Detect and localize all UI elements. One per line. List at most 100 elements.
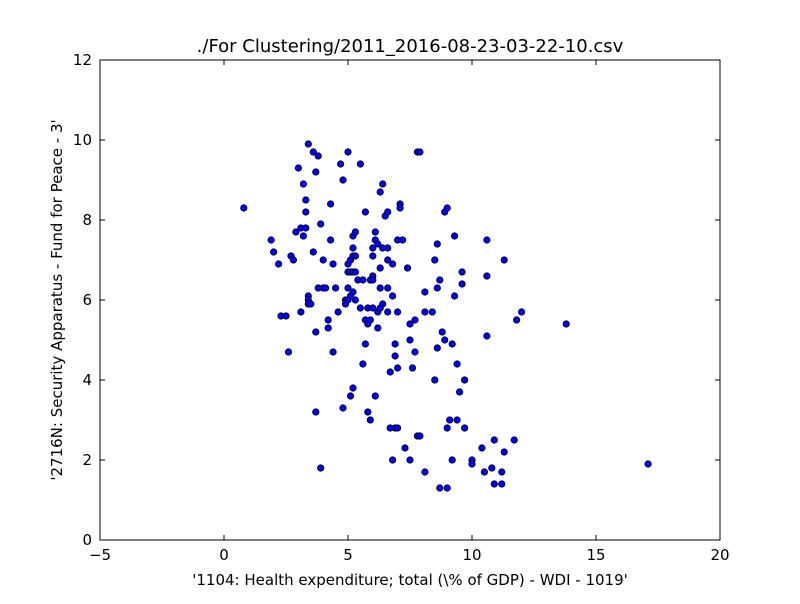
- data-point: [334, 308, 342, 316]
- data-point: [431, 376, 439, 384]
- data-point: [359, 276, 367, 284]
- data-point: [312, 408, 320, 416]
- data-point: [297, 308, 305, 316]
- data-point: [312, 328, 320, 336]
- data-point: [326, 236, 335, 244]
- y-tick-label: 4: [82, 371, 92, 389]
- chart-title: ./For Clustering/2011_2016-08-23-03-22-1…: [197, 36, 624, 57]
- data-point: [436, 484, 444, 492]
- data-point: [490, 436, 498, 444]
- data-point: [500, 256, 508, 264]
- data-point: [317, 464, 325, 472]
- data-point: [369, 244, 377, 252]
- data-point: [307, 300, 315, 308]
- data-point: [450, 292, 459, 300]
- data-point: [376, 188, 384, 196]
- data-point: [312, 168, 320, 176]
- data-point: [441, 336, 449, 344]
- data-point: [510, 436, 518, 444]
- data-point: [356, 304, 364, 312]
- data-point: [324, 324, 332, 332]
- data-point: [294, 164, 302, 172]
- y-tick-label: 0: [82, 531, 92, 549]
- x-tick-label: 5: [343, 546, 353, 564]
- data-point: [304, 140, 312, 148]
- x-tick-label: 20: [710, 546, 729, 564]
- data-point: [349, 384, 357, 392]
- data-point: [359, 360, 367, 368]
- data-point: [309, 248, 317, 256]
- y-axis: 0 2 4 6 8 10 12: [73, 51, 720, 549]
- data-point: [369, 276, 377, 284]
- data-point: [396, 204, 404, 212]
- data-point: [406, 336, 414, 344]
- data-point: [374, 240, 382, 248]
- data-point: [460, 424, 469, 432]
- data-point: [384, 308, 392, 316]
- data-point: [351, 296, 359, 304]
- data-point: [384, 208, 392, 216]
- points-layer: [240, 140, 652, 492]
- data-point: [379, 300, 387, 308]
- data-point: [411, 316, 419, 324]
- data-point: [384, 244, 392, 252]
- data-point: [428, 308, 436, 316]
- data-point: [562, 320, 570, 328]
- data-point: [448, 340, 456, 348]
- data-point: [433, 344, 441, 352]
- data-point: [344, 148, 352, 156]
- data-point: [351, 228, 359, 236]
- data-point: [483, 272, 491, 280]
- data-point: [438, 328, 446, 336]
- data-point: [443, 484, 451, 492]
- data-point: [458, 280, 466, 288]
- data-point: [364, 408, 372, 416]
- data-point: [517, 308, 526, 316]
- data-point: [490, 480, 498, 488]
- y-tick-label: 6: [82, 291, 92, 309]
- data-point: [468, 460, 476, 468]
- data-point: [453, 416, 461, 424]
- data-point: [329, 260, 337, 268]
- data-point: [302, 208, 310, 216]
- data-point: [398, 236, 407, 244]
- data-point: [393, 364, 402, 372]
- data-point: [411, 348, 419, 356]
- data-point: [403, 264, 412, 272]
- data-point: [384, 256, 392, 264]
- data-point: [391, 352, 399, 360]
- data-point: [267, 236, 275, 244]
- x-tick-label: −5: [89, 546, 111, 564]
- data-point: [366, 416, 374, 424]
- data-point: [416, 432, 424, 440]
- data-point: [450, 232, 459, 240]
- data-point: [406, 456, 414, 464]
- data-point: [317, 220, 325, 228]
- data-point: [374, 324, 382, 332]
- data-point: [498, 480, 506, 488]
- data-point: [406, 320, 414, 328]
- x-tick-label: 10: [462, 546, 481, 564]
- data-point: [322, 284, 330, 292]
- data-point: [339, 176, 347, 184]
- data-point: [376, 264, 384, 272]
- x-tick-label: 15: [586, 546, 605, 564]
- data-point: [433, 284, 441, 292]
- data-point: [421, 288, 429, 296]
- data-point: [488, 464, 496, 472]
- data-point: [483, 332, 491, 340]
- data-point: [274, 260, 283, 268]
- data-point: [369, 304, 377, 312]
- data-point: [346, 392, 355, 400]
- data-point: [431, 256, 439, 264]
- y-axis-label: '2716N: Security Apparatus - Fund for Pe…: [48, 119, 66, 480]
- data-point: [453, 360, 461, 368]
- data-point: [339, 404, 347, 412]
- data-point: [331, 284, 340, 292]
- data-point: [498, 468, 506, 476]
- data-point: [326, 200, 335, 208]
- data-point: [302, 224, 310, 232]
- data-point: [458, 268, 466, 276]
- data-point: [393, 308, 402, 316]
